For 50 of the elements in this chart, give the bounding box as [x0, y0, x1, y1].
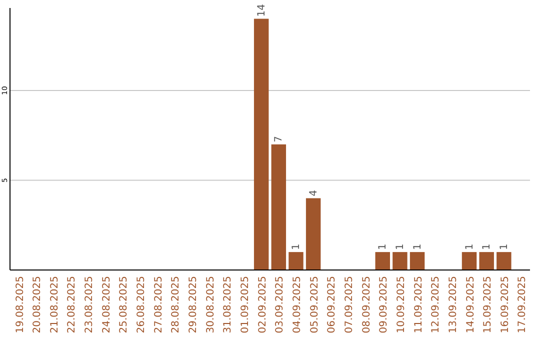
x-tick-label: 07.09.2025: [344, 276, 355, 334]
bar: [392, 252, 408, 270]
x-tick-label: 08.09.2025: [361, 276, 372, 334]
x-tick-label: 17.09.2025: [517, 276, 528, 334]
x-tick-label: 03.09.2025: [274, 276, 286, 334]
x-tick-label: 15.09.2025: [482, 276, 494, 334]
data-label: 1: [290, 244, 302, 250]
x-tick-label: 29.08.2025: [188, 276, 200, 334]
x-tick-label: 11.09.2025: [413, 276, 424, 334]
data-label: 1: [378, 244, 389, 250]
data-label: 4: [308, 190, 320, 196]
x-tick-label: 24.08.2025: [101, 276, 112, 334]
x-tick-label: 31.08.2025: [222, 276, 234, 334]
data-label: 1: [464, 244, 476, 250]
bar: [410, 252, 425, 270]
data-label: 14: [256, 4, 268, 17]
x-tick-label: 04.09.2025: [292, 276, 303, 334]
data-label: 7: [274, 136, 285, 142]
bar: [375, 252, 390, 270]
x-tick-label: 19.08.2025: [14, 276, 26, 334]
bar: [306, 198, 321, 270]
bar: [254, 18, 269, 270]
x-tick-label: 12.09.2025: [430, 276, 442, 334]
x-tick-label: 01.09.2025: [240, 276, 252, 334]
data-label: 1: [394, 244, 406, 250]
x-tick-label: 14.09.2025: [465, 276, 476, 334]
x-tick-label: 30.08.2025: [205, 276, 216, 334]
x-tick-label: 10.09.2025: [396, 276, 407, 334]
data-label: 1: [412, 244, 424, 250]
x-tick-label: 21.08.2025: [49, 276, 60, 334]
x-tick-label: 28.08.2025: [170, 276, 182, 334]
x-tick-label: 13.09.2025: [448, 276, 459, 334]
bar: [479, 252, 494, 270]
bar: [271, 144, 286, 270]
x-tick-label: 16.09.2025: [500, 276, 511, 334]
x-tick-label: 09.09.2025: [378, 276, 390, 334]
bar: [288, 252, 304, 270]
bar: [496, 252, 512, 270]
x-tick-label: 20.08.2025: [32, 276, 44, 334]
bar: [462, 252, 477, 270]
x-tick-label: 06.09.2025: [326, 276, 338, 334]
data-label: 1: [482, 244, 493, 250]
data-label: 1: [498, 244, 510, 250]
x-tick-label: 05.09.2025: [309, 276, 320, 334]
x-tick-label: 26.08.2025: [136, 276, 148, 334]
x-tick-label: 23.08.2025: [84, 276, 96, 334]
x-tick-label: 22.08.2025: [66, 276, 78, 334]
x-tick-label: 25.08.2025: [118, 276, 130, 334]
x-tick-label: 27.08.2025: [153, 276, 164, 334]
x-tick-label: 02.09.2025: [257, 276, 268, 334]
